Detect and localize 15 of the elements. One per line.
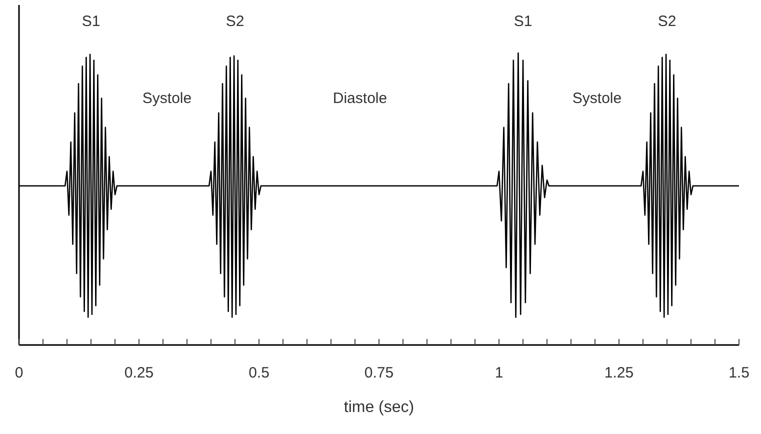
text: S1: [82, 12, 100, 30]
annotation: Diastole: [332, 90, 388, 107]
x-tick-label: 1.25: [604, 364, 634, 382]
x-tick-label: 0.75: [364, 364, 394, 382]
x-axis-title: time (sec): [344, 399, 414, 416]
text: S1: [514, 12, 532, 30]
annotation: Systole: [142, 90, 192, 107]
text: S2: [226, 12, 244, 30]
x-tick-label: 0.5: [248, 364, 270, 382]
annotation: Systole: [572, 90, 622, 107]
x-tick-label: 1: [494, 364, 504, 382]
text: S2: [658, 12, 676, 30]
x-tick-label: 1.5: [728, 364, 750, 382]
x-tick-label: 0: [14, 364, 24, 382]
x-tick-label: 0.25: [124, 364, 154, 382]
